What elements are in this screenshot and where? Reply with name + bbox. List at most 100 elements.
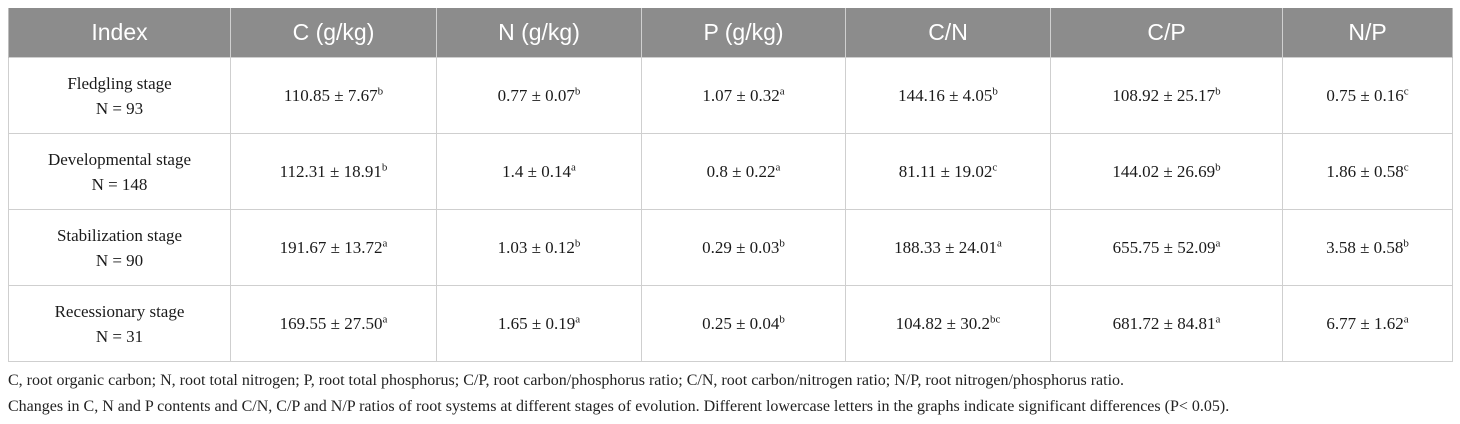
cell-value: 191.67 ± 13.72	[279, 237, 383, 257]
cell-n-p: 0.75 ± 0.16c	[1282, 57, 1453, 134]
cell-value: 81.11 ± 19.02	[898, 161, 993, 181]
significance-letter: b	[1215, 84, 1221, 97]
header-n-p: N/P	[1282, 8, 1453, 58]
significance-letter: b	[377, 84, 384, 97]
cell-value: 108.92 ± 25.17	[1112, 85, 1216, 105]
header-n: N (g/kg)	[436, 8, 642, 58]
cell-value: 104.82 ± 30.2	[895, 313, 990, 333]
cell-value: 144.02 ± 26.69	[1112, 161, 1216, 181]
sample-size-label: N = 93	[95, 98, 144, 118]
cell-c-p: 681.72 ± 84.81a	[1050, 285, 1283, 362]
header-p: P (g/kg)	[641, 8, 846, 58]
cell-value: 188.33 ± 24.01	[894, 237, 997, 257]
table-row: Developmental stage N = 148 112.31 ± 18.91…	[8, 133, 1453, 210]
table-row: Stabilization stage N = 90 191.67 ± 13.72a…	[8, 209, 1453, 286]
table-footnotes: C, root organic carbon; N, root total ni…	[8, 368, 1452, 420]
table-row: Recessionary stage N = 31 169.55 ± 27.50a 1…	[8, 285, 1453, 362]
cell-value: 0.25 ± 0.04	[702, 313, 780, 333]
table-row: Fledgling stage N = 93 110.85 ± 7.67b 0.77 …	[8, 57, 1453, 134]
data-table-container: Index C (g/kg) N (g/kg) P (g/kg) C/N C/P…	[8, 8, 1453, 362]
cell-value: 0.75 ± 0.16	[1326, 85, 1404, 105]
cell-n-p: 1.86 ± 0.58c	[1282, 133, 1453, 210]
abbreviations-note: C, root organic carbon; N, root total ni…	[8, 372, 1125, 389]
cell-value: 112.31 ± 18.91	[279, 161, 382, 181]
cell-c-p: 108.92 ± 25.17b	[1050, 57, 1283, 134]
significance-letter: a	[382, 312, 388, 325]
cell-value: 110.85 ± 7.67	[283, 85, 378, 105]
table-body: Fledgling stage N = 93 110.85 ± 7.67b 0.77 …	[8, 57, 1453, 362]
cell-n-p: 3.58 ± 0.58b	[1282, 209, 1453, 286]
cell-c-n: 81.11 ± 19.02c	[845, 133, 1051, 210]
significance-letter: b	[381, 160, 388, 173]
stage-label: Fledgling stage	[67, 73, 172, 93]
cell-value: 655.75 ± 52.09	[1112, 237, 1216, 257]
header-c-n: C/N	[845, 8, 1051, 58]
row-index-cell: Developmental stage N = 148	[8, 133, 231, 210]
cell-value: 169.55 ± 27.50	[279, 313, 383, 333]
cell-value: 3.58 ± 0.58	[1326, 237, 1404, 257]
cell-n-p: 6.77 ± 1.62a	[1282, 285, 1453, 362]
cell-c-n: 104.82 ± 30.2bc	[845, 285, 1051, 362]
cell-value: 6.77 ± 1.62	[1326, 313, 1404, 333]
table-header-row: Index C (g/kg) N (g/kg) P (g/kg) C/N C/P…	[8, 8, 1453, 58]
stage-label: Recessionary stage	[54, 301, 185, 321]
cell-n: 1.65 ± 0.19a	[436, 285, 642, 362]
cell-value: 0.77 ± 0.07	[497, 85, 575, 105]
cell-c-p: 655.75 ± 52.09a	[1050, 209, 1283, 286]
significance-letter: c	[992, 160, 998, 173]
stage-label: Stabilization stage	[56, 225, 183, 245]
row-index-cell: Fledgling stage N = 93	[8, 57, 231, 134]
cell-n: 0.77 ± 0.07b	[436, 57, 642, 134]
sample-size-label: N = 90	[95, 250, 144, 270]
significance-letter: a	[1215, 236, 1221, 249]
significance-letter: a	[570, 160, 576, 173]
significance-letter: b	[574, 84, 581, 97]
cell-c: 191.67 ± 13.72a	[230, 209, 437, 286]
significance-letter: a	[575, 312, 581, 325]
cell-value: 681.72 ± 84.81	[1112, 313, 1216, 333]
significance-letter: bc	[989, 312, 1001, 325]
significance-letter: b	[574, 236, 581, 249]
cell-c-n: 144.16 ± 4.05b	[845, 57, 1051, 134]
cell-p: 0.25 ± 0.04b	[641, 285, 846, 362]
cell-c: 169.55 ± 27.50a	[230, 285, 437, 362]
significance-letter: b	[779, 312, 785, 325]
sample-size-label: N = 31	[95, 326, 144, 346]
significance-letter: a	[1215, 312, 1221, 325]
cell-value: 1.03 ± 0.12	[497, 237, 575, 257]
significance-letter: a	[1403, 312, 1409, 325]
significance-letter: a	[996, 236, 1002, 249]
cell-value: 1.65 ± 0.19	[497, 313, 576, 333]
cell-value: 144.16 ± 4.05	[898, 85, 993, 105]
cell-c: 110.85 ± 7.67b	[230, 57, 437, 134]
cell-c-n: 188.33 ± 24.01a	[845, 209, 1051, 286]
cell-p: 1.07 ± 0.32a	[641, 57, 846, 134]
cell-c: 112.31 ± 18.91b	[230, 133, 437, 210]
significance-letter: c	[1403, 160, 1409, 173]
significance-letter: a	[775, 160, 781, 173]
cell-value: 1.07 ± 0.32	[702, 85, 780, 105]
cell-p: 0.29 ± 0.03b	[641, 209, 846, 286]
sample-size-label: N = 148	[91, 174, 148, 194]
significance-letter: b	[1215, 160, 1221, 173]
cell-n: 1.03 ± 0.12b	[436, 209, 642, 286]
cell-n: 1.4 ± 0.14a	[436, 133, 642, 210]
significance-letter: a	[779, 84, 785, 97]
header-c: C (g/kg)	[230, 8, 437, 58]
stage-label: Developmental stage	[47, 149, 192, 169]
cell-p: 0.8 ± 0.22a	[641, 133, 846, 210]
cell-value: 1.86 ± 0.58	[1326, 161, 1404, 181]
cell-value: 0.29 ± 0.03	[702, 237, 780, 257]
significance-letter: b	[779, 236, 785, 249]
stoichiometry-table: Index C (g/kg) N (g/kg) P (g/kg) C/N C/P…	[8, 8, 1453, 362]
caption-note: Changes in C, N and P contents and C/N, …	[8, 398, 1230, 415]
significance-letter: b	[1403, 236, 1409, 249]
cell-c-p: 144.02 ± 26.69b	[1050, 133, 1283, 210]
cell-value: 0.8 ± 0.22	[706, 161, 776, 181]
cell-value: 1.4 ± 0.14	[502, 161, 571, 181]
header-index: Index	[8, 8, 231, 58]
significance-letter: c	[1403, 84, 1409, 97]
significance-letter: b	[992, 84, 998, 97]
header-c-p: C/P	[1050, 8, 1283, 58]
significance-letter: a	[382, 236, 388, 249]
